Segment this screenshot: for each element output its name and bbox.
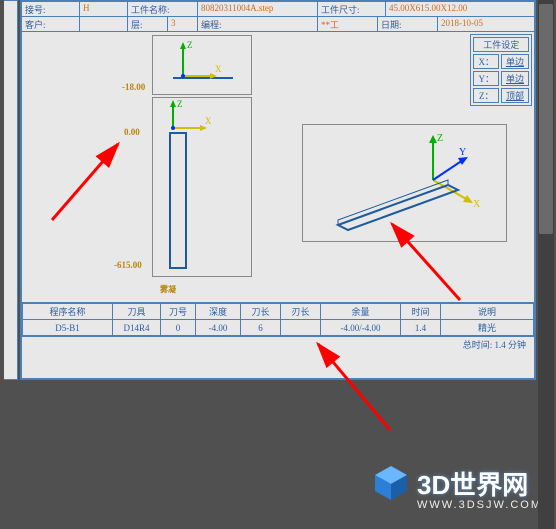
left-margin <box>4 0 18 380</box>
dim-b: 0.00 <box>124 127 140 137</box>
svg-text:X: X <box>215 64 222 74</box>
cam-sheet: 接号: H 工件名称: 80820311004A.step 工件尺寸: 45.0… <box>20 0 536 380</box>
svg-text:X: X <box>205 116 212 126</box>
th-1: 刀具 <box>113 304 161 320</box>
svg-text:Z: Z <box>187 40 193 50</box>
date-label: 日期: <box>378 17 438 31</box>
partsize-value: 45.00X615.00X12.00 <box>386 2 534 16</box>
table-header-row: 程序名称 刀具 刀号 深度 刀长 刃长 余量 时间 说明 <box>23 304 534 320</box>
th-3: 深度 <box>196 304 241 320</box>
th-5: 刃长 <box>281 304 321 320</box>
partsize-label: 工件尺寸: <box>318 2 386 16</box>
td-4: 6 <box>241 320 281 336</box>
td-6: -4.00/-4.00 <box>321 320 401 336</box>
prog-value: **工 <box>318 17 378 31</box>
td-0: D5-B1 <box>23 320 113 336</box>
orderno-value: H <box>80 2 128 16</box>
td-7: 1.4 <box>401 320 441 336</box>
customer-label: 客户: <box>22 17 80 31</box>
layer-value: 3 <box>168 17 198 31</box>
set-x-val: 单边 <box>501 54 529 69</box>
watermark-url: WWW.3DSJW.COM <box>417 499 542 511</box>
iso-view-icon: Z X Y <box>303 125 508 243</box>
set-z-lbl: Z： <box>473 88 499 103</box>
set-z-val: 顶部 <box>501 88 529 103</box>
th-4: 刀长 <box>241 304 281 320</box>
th-0: 程序名称 <box>23 304 113 320</box>
partname-label: 工件名称: <box>128 2 198 16</box>
header-row-1: 接号: H 工件名称: 80820311004A.step 工件尺寸: 45.0… <box>22 2 534 17</box>
td-1: D14R4 <box>113 320 161 336</box>
watermark: 3D世界网 WWW.3DSJW.COM <box>371 463 542 511</box>
watermark-title: 3D世界网 <box>417 465 528 502</box>
partname-value: 80820311004A.step <box>198 2 318 16</box>
td-3: -4.00 <box>196 320 241 336</box>
th-6: 余量 <box>321 304 401 320</box>
dim-c: -615.00 <box>114 260 142 270</box>
svg-text:Y: Y <box>459 147 466 158</box>
td-5 <box>281 320 321 336</box>
set-x-lbl: X： <box>473 54 499 69</box>
axis-top-icon: Z X <box>153 36 253 96</box>
set-y-val: 单边 <box>501 71 529 86</box>
td-2: 0 <box>161 320 196 336</box>
total-value: 1.4 分钟 <box>494 340 526 350</box>
workpiece-settings: 工件设定 X：单边 Y：单边 Z：顶部 <box>470 34 532 106</box>
total-time-row: 总时间: 1.4 分钟 <box>22 336 534 352</box>
dim-d: 雾凝 <box>160 284 176 295</box>
scrollbar-thumb[interactable] <box>539 4 553 234</box>
prog-label: 编程: <box>198 17 318 31</box>
cube-icon <box>371 463 411 503</box>
vertical-scrollbar[interactable] <box>538 0 554 529</box>
table-row[interactable]: D5-B1 D14R4 0 -4.00 6 -4.00/-4.00 1.4 精光 <box>23 320 534 336</box>
view-area: Z X -18.00 ZX 0.00 -615.00 雾凝 <box>22 32 534 302</box>
th-8: 说明 <box>441 304 534 320</box>
view-side[interactable]: ZX <box>152 97 252 277</box>
header-row-2: 客户: 层: 3 编程: **工 日期: 2018-10-05 <box>22 17 534 32</box>
td-8: 精光 <box>441 320 534 336</box>
svg-text:Z: Z <box>177 99 183 109</box>
side-view-icon: ZX <box>153 98 253 278</box>
layer-label: 层: <box>128 17 168 31</box>
svg-text:Z: Z <box>437 133 443 144</box>
customer-value <box>80 17 128 31</box>
view-top[interactable]: Z X <box>152 35 252 95</box>
dim-a: -18.00 <box>122 82 145 92</box>
total-label: 总时间: <box>463 340 493 350</box>
settings-title: 工件设定 <box>473 37 529 52</box>
th-7: 时间 <box>401 304 441 320</box>
th-2: 刀号 <box>161 304 196 320</box>
date-value: 2018-10-05 <box>438 17 534 31</box>
svg-text:X: X <box>473 199 481 210</box>
orderno-label: 接号: <box>22 2 80 16</box>
set-y-lbl: Y： <box>473 71 499 86</box>
view-iso[interactable]: Z X Y <box>302 124 507 242</box>
program-table: 程序名称 刀具 刀号 深度 刀长 刃长 余量 时间 说明 D5-B1 D14R4… <box>22 302 534 352</box>
